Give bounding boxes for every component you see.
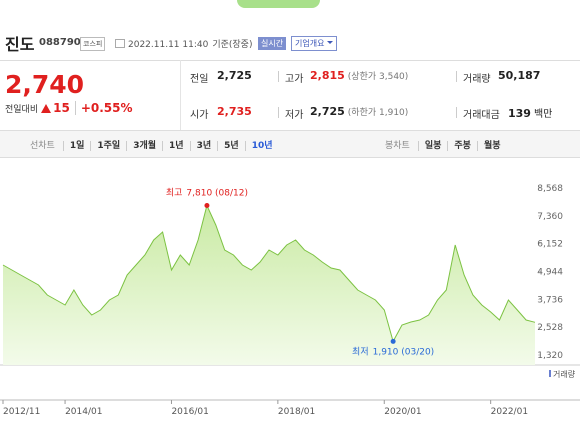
volume-legend: 거래량 [553, 369, 576, 379]
dropdown-arrow [327, 41, 334, 47]
summary-value: 2,725 [310, 105, 345, 118]
annotation: 최고 7,810 (08/12) [166, 187, 248, 198]
change-label: 전일대비 [5, 104, 39, 115]
period-tab[interactable]: 1년 [162, 141, 190, 151]
summary-label: 저가 [285, 110, 304, 121]
annotation-text: 1,910 (03/20) [373, 347, 435, 357]
period-tab[interactable]: 3개월 [126, 141, 163, 151]
datetime: 2022.11.11 11:40 기준(장중) [128, 37, 252, 50]
y-tick-label: 6,152 [537, 240, 563, 250]
period-tab[interactable]: 1일 [62, 141, 91, 151]
summary-value-group: 2,815 (상한가 3,540) [310, 69, 408, 82]
datetime-value: 2022.11.11 11:40 [128, 40, 209, 50]
divider [180, 60, 181, 130]
summary-value: 2,735 [217, 105, 252, 118]
top-tab[interactable] [237, 0, 320, 8]
stock-name: 진도 [5, 35, 35, 54]
period-tab[interactable]: 일봉 [417, 141, 448, 151]
cell-divider [456, 71, 457, 82]
summary-value-group: 2,725 [217, 69, 252, 82]
summary-note: (상한가 3,540) [347, 72, 409, 82]
summary-unit: 백만 [533, 109, 553, 120]
price-line [2, 204, 536, 343]
x-tick-label: 2014/01 [65, 407, 102, 417]
x-tick-label: 2012/11 [3, 407, 40, 417]
period-tab[interactable]: 3년 [189, 141, 218, 151]
cell-divider [278, 71, 279, 82]
company-info-button[interactable]: 기업개요 [291, 36, 338, 51]
summary-label: 거래량 [463, 74, 491, 85]
cell-divider [278, 107, 279, 118]
calendar-icon [115, 39, 125, 48]
y-tick-label: 7,360 [537, 212, 563, 222]
candle-chart-tabs: 봉차트 일봉 주봉 월봉 [385, 138, 507, 151]
y-tick-label: 3,736 [537, 295, 563, 305]
summary-value: 139 [508, 107, 531, 120]
summary-value-group: 2,725 (하한가 1,910) [310, 105, 408, 118]
current-price: 2,740 [5, 70, 85, 99]
chart: 8,568 7,360 6,152 4,944 3,736 2,528 1,320 2012/… [0, 184, 580, 417]
tab-bar [0, 130, 580, 158]
cell-divider [456, 107, 457, 118]
summary-value-group: 2,735 [217, 105, 252, 118]
y-tick-label: 1,320 [537, 351, 563, 361]
x-tick-label: 2018/01 [278, 407, 315, 417]
change-pct: +0.55% [80, 101, 133, 115]
summary-label: 시가 [190, 110, 209, 121]
stock-code: 088790 [39, 37, 81, 48]
summary-value-group: 139 백만 [508, 105, 552, 120]
annotation: 최저 1,910 (03/20) [352, 346, 434, 357]
company-info-label: 기업개요 [295, 39, 325, 48]
realtime-button[interactable]: 실시간 [258, 37, 287, 50]
area-fill [3, 205, 535, 365]
tab-group-label: 봉차트 [385, 141, 410, 151]
annotation-label: 최고 [166, 187, 183, 198]
change-value: 15 [53, 101, 76, 115]
price-change: 전일대비 15 +0.55% [5, 101, 133, 115]
y-tick-label: 4,944 [537, 268, 563, 278]
summary-label: 고가 [285, 74, 304, 85]
basis: 기준(장중) [212, 40, 253, 50]
annotation-text: 7,810 (08/12) [186, 188, 248, 198]
summary-label: 거래대금 [463, 110, 500, 121]
up-icon [41, 103, 52, 113]
divider [0, 60, 580, 61]
period-tab[interactable]: 10년 [244, 141, 279, 151]
summary-note: (하한가 1,910) [347, 108, 409, 118]
summary-value: 50,187 [498, 69, 541, 82]
y-tick-label: 2,528 [537, 323, 563, 333]
low-marker [390, 338, 396, 344]
summary-label: 전일 [190, 74, 209, 85]
tab-group-label: 선차트 [30, 141, 55, 151]
y-tick-label: 8,568 [537, 184, 563, 194]
summary-value: 2,725 [217, 69, 252, 82]
market-badge: 코스피 [80, 37, 106, 51]
period-tab[interactable]: 주봉 [447, 141, 477, 151]
period-tab[interactable]: 월봉 [476, 141, 507, 151]
high-marker [204, 202, 210, 208]
summary-value-group: 50,187 [498, 69, 540, 82]
period-tab[interactable]: 5년 [217, 141, 245, 151]
annotation-label: 최저 [352, 346, 369, 357]
x-tick-label: 2016/01 [171, 407, 208, 417]
line-chart-tabs: 선차트 1일 1주일 3개월 1년 3년 5년 10년 [30, 138, 279, 151]
x-tick-label: 2022/01 [491, 407, 528, 417]
volume-legend-swatch [549, 370, 551, 377]
period-tab[interactable]: 1주일 [90, 141, 127, 151]
summary-value: 2,815 [310, 69, 345, 82]
x-tick-label: 2020/01 [384, 407, 421, 417]
